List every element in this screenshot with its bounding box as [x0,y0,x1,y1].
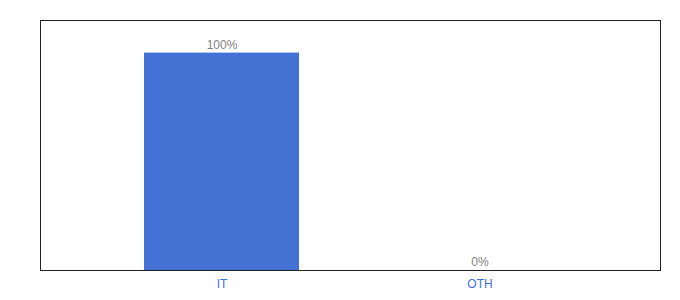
svg-text:OTH: OTH [467,277,492,291]
svg-text:IT: IT [217,277,228,291]
svg-text:100%: 100% [207,38,238,52]
svg-text:0%: 0% [471,255,489,269]
